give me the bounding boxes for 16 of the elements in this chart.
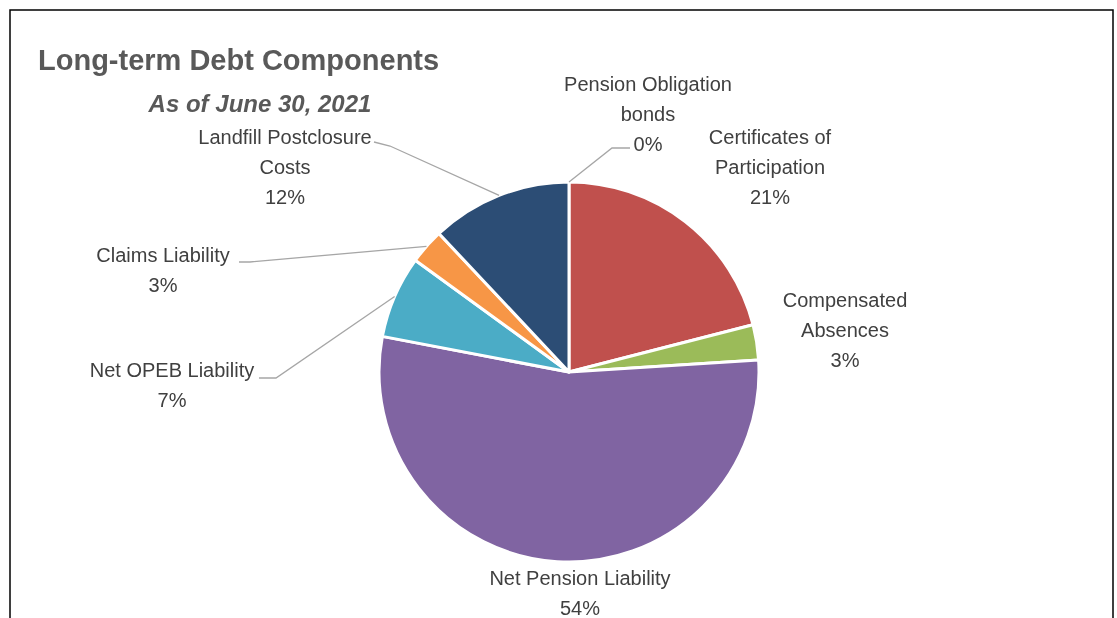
data-label: 3%	[830, 349, 860, 371]
data-label: 21%	[749, 186, 791, 208]
text: 0%	[633, 133, 663, 155]
chart-title: Long-term Debt Components	[38, 44, 440, 77]
slice-label: Landfill Postclosure Costs	[198, 126, 372, 178]
slice-label: Net OPEB Liability	[89, 359, 255, 381]
slice-label: Net Pension Liability	[489, 567, 671, 589]
data-label: 3%	[148, 274, 178, 296]
data-label: 12%	[264, 186, 306, 208]
data-label: 7%	[157, 389, 187, 411]
data-label: 54%	[559, 597, 601, 618]
category-label: Pension Obligation bonds	[564, 73, 732, 125]
slice-label: Compensated Absences	[782, 289, 908, 341]
slice-label: Claims Liability	[96, 244, 230, 266]
slice-label: Certificates of Participation	[708, 126, 832, 178]
chart-subtitle: As of June 30, 2021	[147, 90, 372, 118]
